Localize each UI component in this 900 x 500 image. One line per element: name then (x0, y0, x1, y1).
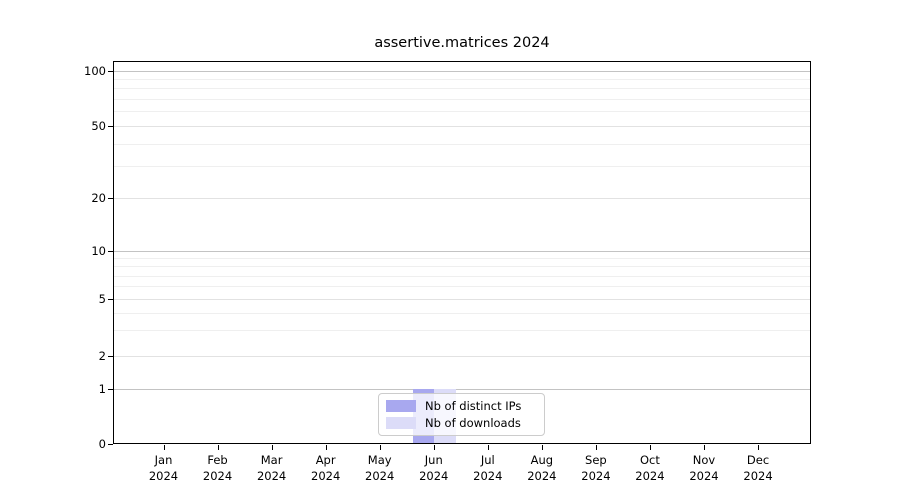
y-tick-label-0: 0 (98, 437, 106, 451)
y-tick-5 (108, 299, 113, 301)
y-tick-1 (108, 388, 113, 390)
gridline-minor-y-4 (113, 312, 811, 314)
x-tick-label-Sep: Sep 2024 (564, 452, 628, 484)
y-tick-2 (108, 355, 113, 357)
x-label-year: 2024 (311, 469, 341, 483)
y-tick-label-5: 5 (98, 292, 106, 306)
y-tick-label-1: 1 (98, 381, 106, 396)
x-tick-label-Apr: Apr 2024 (294, 452, 358, 484)
gridline-y-5 (113, 299, 811, 300)
x-label-month: Jul (480, 453, 495, 467)
x-label-month: May (367, 453, 392, 467)
x-tick-label-Nov: Nov 2024 (672, 452, 736, 484)
gridline-minor-y-60 (113, 111, 811, 113)
x-tick-label-Dec: Dec 2024 (726, 452, 790, 484)
y-tick-label-50: 50 (91, 119, 106, 133)
x-tick-Jan (163, 444, 165, 450)
y-tick-0 (108, 444, 113, 446)
x-tick-Sep (595, 444, 598, 450)
x-label-month: Jan (154, 453, 173, 467)
x-label-month: Mar (260, 453, 283, 467)
gridline-minor-y-70 (113, 99, 811, 101)
gridline-minor-y-30 (113, 166, 811, 168)
y-tick-50 (108, 126, 113, 128)
x-label-month: Sep (585, 453, 607, 467)
gridline-y-2 (113, 355, 811, 357)
x-tick-label-Oct: Oct 2024 (618, 452, 682, 484)
x-tick-Nov (704, 444, 706, 450)
x-label-year: 2024 (527, 469, 557, 483)
chart-title: assertive.matrices 2024 (374, 35, 550, 51)
x-label-year: 2024 (473, 469, 503, 483)
x-tick-Feb (217, 444, 219, 450)
gridline-minor-y-90 (113, 78, 811, 80)
gridline-minor-y-6 (113, 286, 811, 288)
x-tick-label-Jun: Jun 2024 (402, 452, 466, 484)
x-tick-label-Jan: Jan 2024 (132, 452, 196, 484)
x-tick-label-Aug: Aug 2024 (510, 452, 574, 484)
legend-label-downloads: Nb of downloads (425, 416, 521, 430)
x-label-month: Jun (424, 453, 443, 467)
axis-frame (113, 61, 811, 444)
x-label-year: 2024 (148, 469, 179, 483)
gridline-minor-y-8 (113, 266, 811, 268)
x-tick-Aug (541, 444, 544, 450)
x-label-month: Aug (530, 453, 554, 467)
legend-swatch-distinct-ips (386, 400, 416, 412)
gridline-minor-y-40 (113, 143, 811, 145)
x-label-year: 2024 (743, 469, 773, 483)
plot-area: Nb of distinct IPs Nb of downloads (113, 61, 811, 444)
y-tick-20 (108, 198, 113, 200)
x-tick-Apr (325, 444, 327, 450)
x-label-year: 2024 (419, 469, 449, 483)
y-tick-label-20: 20 (91, 191, 106, 205)
x-label-year: 2024 (635, 469, 665, 483)
x-tick-label-May: May 2024 (348, 452, 412, 484)
x-label-month: Dec (746, 453, 770, 467)
x-tick-label-Feb: Feb 2024 (186, 452, 250, 484)
gridline-y-20 (113, 198, 811, 199)
x-tick-Mar (271, 444, 273, 450)
x-label-month: Feb (207, 453, 228, 467)
legend: Nb of distinct IPs Nb of downloads (378, 393, 545, 436)
y-tick-10 (108, 251, 113, 253)
x-tick-Jul (487, 444, 489, 450)
y-tick-100 (108, 70, 113, 72)
x-tick-Dec (758, 444, 760, 450)
gridline-y-100 (113, 70, 811, 72)
gridline-y-10 (113, 251, 811, 252)
x-label-year: 2024 (202, 469, 233, 483)
x-tick-label-Jul: Jul 2024 (456, 452, 520, 484)
legend-label-distinct-ips: Nb of distinct IPs (425, 399, 522, 413)
legend-item-distinct-ips: Nb of distinct IPs (379, 399, 544, 413)
gridline-minor-y-9 (113, 258, 811, 260)
x-tick-May (379, 444, 381, 450)
x-label-year: 2024 (365, 469, 395, 483)
x-tick-Jun (433, 444, 435, 450)
y-tick-label-10: 10 (91, 244, 106, 258)
x-label-year: 2024 (689, 469, 719, 483)
legend-swatch-downloads (386, 417, 416, 429)
x-tick-label-Mar: Mar 2024 (240, 452, 304, 484)
x-label-month: Nov (692, 453, 716, 467)
gridline-minor-y-80 (113, 88, 811, 90)
x-label-year: 2024 (581, 469, 611, 483)
gridline-minor-y-7 (113, 275, 811, 277)
legend-item-downloads: Nb of downloads (379, 416, 544, 430)
gridline-minor-y-3 (113, 330, 811, 332)
x-tick-Oct (649, 444, 652, 450)
gridline-y-50 (113, 126, 811, 127)
x-label-year: 2024 (256, 469, 287, 483)
y-tick-label-2: 2 (98, 348, 106, 363)
x-label-month: Apr (315, 453, 336, 467)
y-tick-label-100: 100 (84, 63, 106, 78)
x-label-month: Oct (639, 453, 660, 467)
gridline-y-1 (113, 388, 811, 390)
